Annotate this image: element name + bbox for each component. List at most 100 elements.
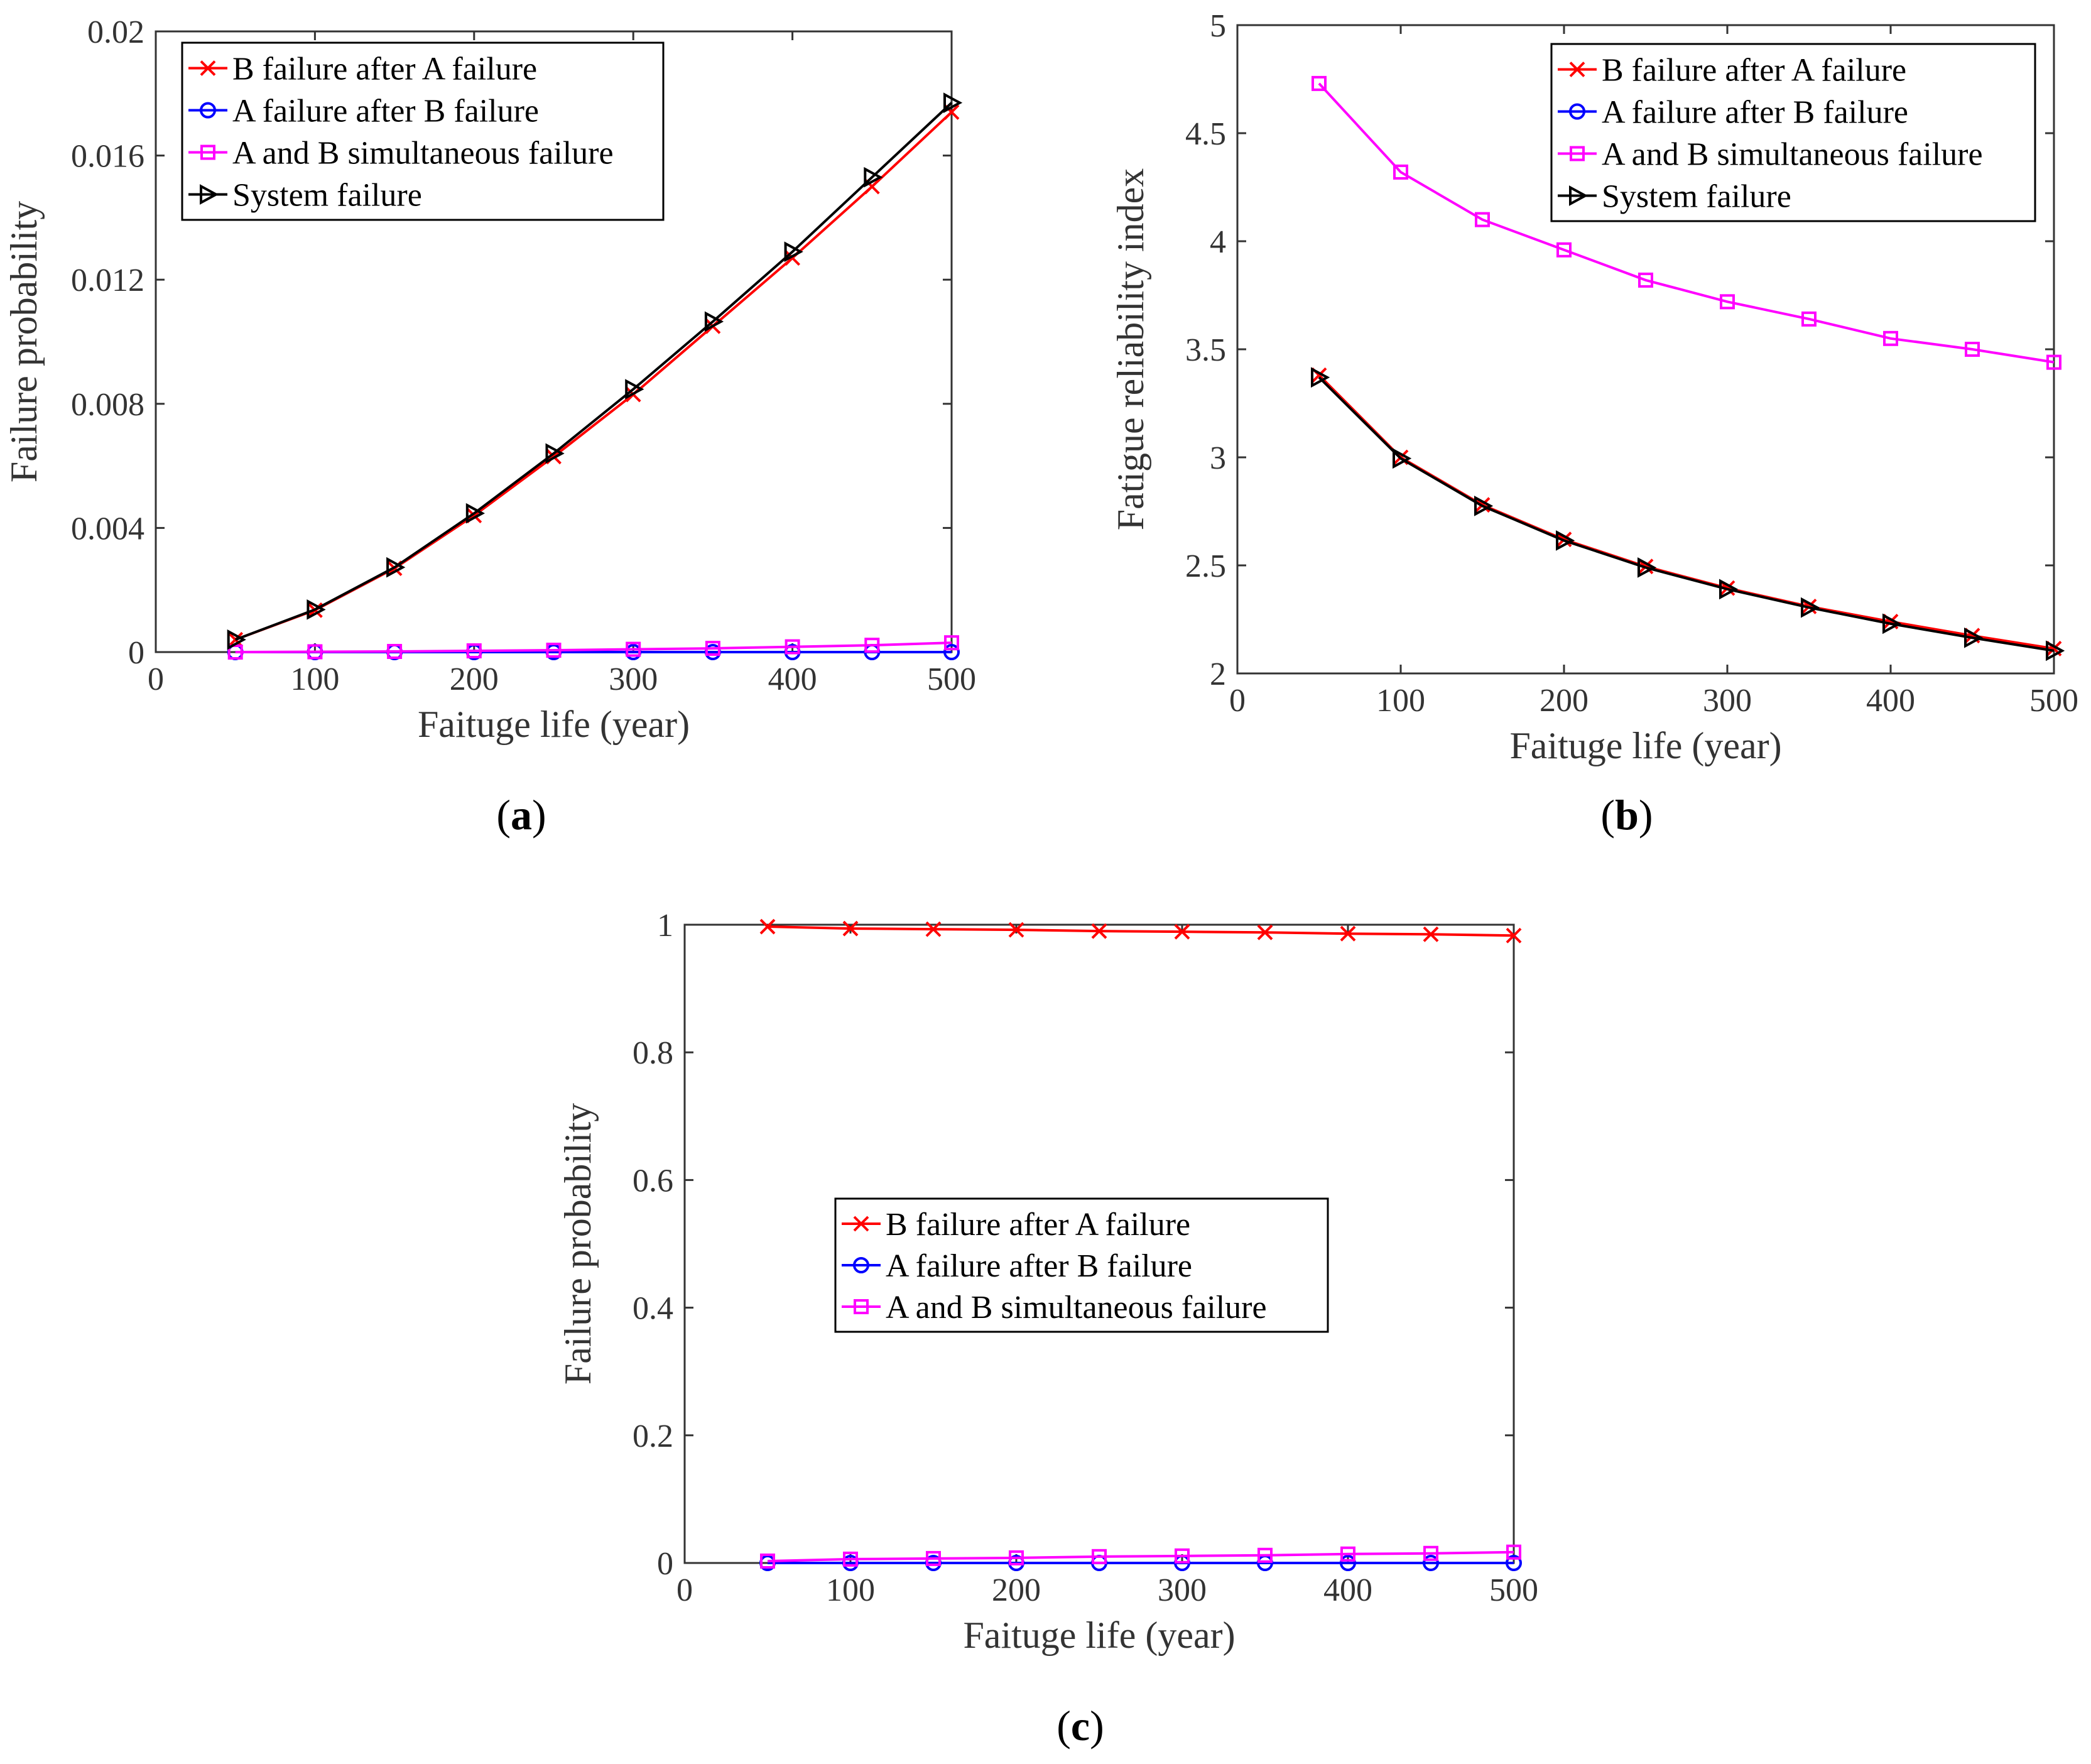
y-tick-label: 4.5 <box>1185 116 1226 152</box>
y-tick-label: 5 <box>1210 8 1226 44</box>
x-tick-label: 400 <box>768 662 817 697</box>
x-tick-label: 400 <box>1323 1572 1372 1608</box>
data-point <box>227 645 243 660</box>
data-point <box>1720 294 1735 310</box>
x-tick-label: 300 <box>1158 1572 1207 1608</box>
series-2 <box>1312 75 2061 370</box>
data-point <box>785 639 800 655</box>
data-point <box>943 92 963 113</box>
data-point <box>1638 272 1653 288</box>
data-point <box>625 379 644 400</box>
data-point <box>386 557 406 578</box>
data-point <box>1340 925 1356 942</box>
data-point <box>387 644 403 660</box>
y-tick-label: 4 <box>1210 224 1226 260</box>
legend-swatch-marker <box>853 1257 869 1273</box>
legend-swatch-marker <box>200 184 219 205</box>
x-tick-label: 100 <box>1376 683 1425 719</box>
series-0 <box>759 918 1522 944</box>
data-point <box>1964 627 1984 648</box>
data-point <box>1506 927 1522 944</box>
data-point <box>1393 448 1412 469</box>
legend-swatch-marker <box>1569 62 1585 77</box>
data-point <box>1312 75 1327 91</box>
x-tick-label: 300 <box>609 662 658 697</box>
legend-entry: A and B simultaneous failure <box>1602 137 1983 173</box>
x-tick-label: 500 <box>1489 1572 1538 1608</box>
series-line <box>235 641 952 653</box>
legend-swatch-marker <box>200 60 216 76</box>
x-tick-label: 0 <box>1229 683 1246 719</box>
data-point <box>843 1551 858 1567</box>
data-point <box>1257 924 1273 940</box>
series-2 <box>760 1544 1521 1569</box>
x-tick-label: 500 <box>2029 683 2078 719</box>
data-point <box>1091 923 1107 939</box>
data-point <box>2046 354 2061 370</box>
legend-swatch-marker <box>1569 103 1585 120</box>
data-point <box>760 1553 775 1569</box>
data-point <box>1340 1555 1356 1571</box>
legend-entry: B failure after A failure <box>886 1207 1190 1243</box>
x-tick-label: 300 <box>1703 683 1752 719</box>
legend-entry: A failure after B failure <box>886 1248 1192 1284</box>
y-tick-label: 0.004 <box>71 511 144 547</box>
data-point <box>1883 330 1898 346</box>
y-axis-title-a: Failure probability <box>3 201 45 482</box>
series-3 <box>1311 367 2065 662</box>
x-tick-label: 200 <box>992 1572 1041 1608</box>
data-point <box>864 166 883 188</box>
legend-b: B failure after A failure A failure after… <box>1550 43 2036 222</box>
y-tick-label: 0 <box>128 635 144 671</box>
data-point <box>1393 164 1408 180</box>
x-tick-label: 100 <box>290 662 339 697</box>
data-point <box>944 635 959 651</box>
data-point <box>784 241 803 263</box>
legend-swatch-marker <box>853 1216 869 1232</box>
legend-c: B failure after A failure A failure after… <box>834 1197 1329 1333</box>
y-tick-label: 0.008 <box>71 387 144 423</box>
legend-entry: A and B simultaneous failure <box>232 136 614 172</box>
panel-label-b: (b) <box>1600 791 1653 839</box>
data-point <box>1092 1549 1107 1564</box>
legend-entry: A failure after B failure <box>1602 95 1908 131</box>
data-point <box>1637 557 1657 578</box>
legend-swatch-marker <box>1569 185 1589 206</box>
legend-entry: B failure after A failure <box>1602 53 1906 89</box>
x-tick-label: 500 <box>927 662 976 697</box>
data-point <box>1423 926 1439 942</box>
data-point <box>2046 640 2065 662</box>
data-point <box>466 643 482 659</box>
data-point <box>546 643 562 658</box>
y-tick-label: 0.016 <box>71 139 144 175</box>
y-tick-label: 0.4 <box>633 1291 673 1327</box>
x-tick-label: 200 <box>1540 683 1589 719</box>
series-2 <box>227 635 959 660</box>
y-tick-label: 0.012 <box>71 263 144 298</box>
legend-a: B failure after A failure A failure after… <box>181 41 665 221</box>
data-point <box>1009 1550 1024 1565</box>
series-0 <box>1311 367 2062 656</box>
chart-panel-a: 0 100 200 300 400 500 0 0.004 0.008 0.012 0.016 0.0… <box>3 14 976 745</box>
legend-entry: A failure after B failure <box>232 94 539 129</box>
y-tick-label: 3.5 <box>1185 332 1226 368</box>
series-line <box>1318 376 2055 652</box>
data-point <box>307 599 326 620</box>
data-point <box>1475 212 1490 227</box>
data-point <box>307 644 323 660</box>
data-point <box>1423 1555 1439 1571</box>
data-point <box>759 918 776 935</box>
y-axis-title-c: Failure probability <box>557 1103 599 1385</box>
panel-label-c: (c) <box>1056 1702 1104 1750</box>
data-point <box>545 443 565 464</box>
data-point <box>1556 242 1572 258</box>
data-point <box>227 629 246 650</box>
y-tick-label: 0.8 <box>633 1035 673 1071</box>
y-tick-label: 0.2 <box>633 1418 673 1454</box>
legend-box <box>834 1197 1329 1333</box>
y-tick-label: 2 <box>1210 656 1226 692</box>
chart-panel-c: 0 100 200 300 400 500 0 0.2 0.4 0.6 0.8 1 Faituge li… <box>557 908 1538 1656</box>
series-line <box>1318 82 2055 364</box>
data-point <box>704 311 724 332</box>
x-axis-title-b: Faituge life (year) <box>1509 725 1781 766</box>
